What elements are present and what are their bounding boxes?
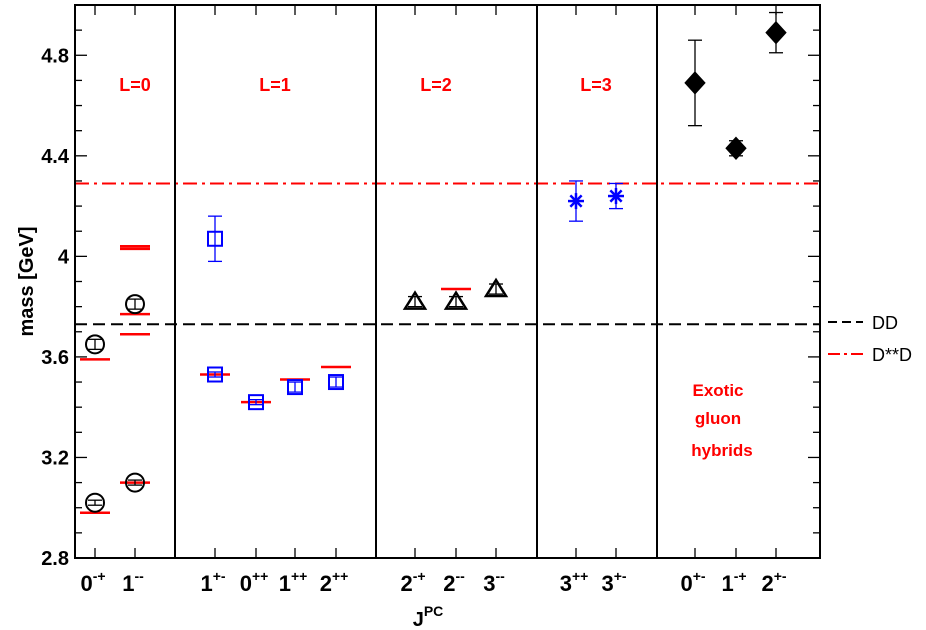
x-category-sup: ++ <box>332 568 348 584</box>
x-category-label: 2-+ <box>400 568 425 596</box>
x-category-sup: +- <box>774 568 787 584</box>
x-category-sup: ++ <box>291 568 307 584</box>
square-marker <box>207 230 223 247</box>
x-category-base: 3 <box>560 571 572 596</box>
x-category-sup: -- <box>495 568 505 584</box>
x-category-sup: -- <box>134 568 144 584</box>
diamond-marker <box>684 71 706 95</box>
legend-label: DD <box>872 313 898 333</box>
triangle-marker-shape <box>402 290 428 310</box>
region-label: L=2 <box>420 75 452 95</box>
y-tick-label: 4.4 <box>41 146 70 168</box>
y-axis-title: mass [GeV] <box>16 226 38 336</box>
x-axis-title-base: J <box>413 609 424 630</box>
square-marker-shape <box>328 374 344 391</box>
x-category-sup: -- <box>455 568 465 584</box>
square-marker-shape <box>287 379 303 396</box>
star-marker <box>608 188 624 205</box>
triangle-marker <box>402 290 428 310</box>
region-label: L=1 <box>259 75 291 95</box>
x-category-base: 1 <box>721 571 733 596</box>
x-category-sup: ++ <box>572 568 588 584</box>
x-category-label: 0+- <box>680 568 705 596</box>
x-category-base: 2 <box>443 571 455 596</box>
circle-marker-shape <box>85 334 105 355</box>
diamond-marker-shape <box>725 136 747 161</box>
x-category-base: 3 <box>601 571 613 596</box>
plot-frame <box>74 4 821 559</box>
x-axis-title-sup: PC <box>424 603 443 619</box>
square-marker-shape <box>207 366 223 383</box>
exotic-hybrids-note: hybrids <box>691 441 752 460</box>
x-category-base: 2 <box>400 571 412 596</box>
x-category-base: 0 <box>680 571 692 596</box>
triangle-marker <box>443 290 469 310</box>
x-category-base: 1 <box>200 571 212 596</box>
star-marker-stroke <box>569 194 583 208</box>
square-marker-shape <box>248 394 264 411</box>
x-category-sup: -+ <box>413 568 426 584</box>
circle-marker-shape <box>85 492 105 513</box>
circle-marker <box>125 294 145 315</box>
star-marker-stroke <box>609 189 623 203</box>
region-label: L=0 <box>119 75 151 95</box>
x-category-label: 1-+ <box>721 568 746 596</box>
x-category-base: 1 <box>122 571 134 596</box>
x-category-base: 3 <box>483 571 495 596</box>
circle-marker-shape <box>125 472 145 493</box>
exotic-hybrids-note: Exotic <box>692 381 743 400</box>
x-category-label: 2++ <box>320 568 349 596</box>
x-category-base: 2 <box>761 571 773 596</box>
x-category-label: 2+- <box>761 568 786 596</box>
diamond-marker-shape <box>684 71 706 95</box>
x-category-sup: +- <box>693 568 706 584</box>
x-category-base: 2 <box>320 571 332 596</box>
square-marker <box>248 394 264 411</box>
x-category-sup: -+ <box>734 568 747 584</box>
x-category-base: 1 <box>279 571 291 596</box>
x-category-base: 0 <box>80 571 92 596</box>
exotic-hybrids-note: gluon <box>695 409 741 428</box>
x-category-label: 0-+ <box>80 568 105 596</box>
circle-marker <box>125 472 145 493</box>
diamond-marker <box>725 136 747 161</box>
x-category-label: 1+- <box>200 568 225 596</box>
triangle-marker <box>483 277 509 298</box>
x-category-label: 3-- <box>483 568 505 596</box>
circle-marker <box>85 334 105 355</box>
y-tick-label: 4.8 <box>41 45 69 67</box>
star-marker <box>568 193 584 210</box>
triangle-marker-shape <box>483 277 509 298</box>
circle-marker-shape <box>125 294 145 315</box>
x-category-label: 3+- <box>601 568 626 596</box>
x-category-label: 2-- <box>443 568 465 596</box>
x-category-label: 0++ <box>240 568 269 596</box>
x-category-label: 1++ <box>279 568 308 596</box>
square-marker <box>207 366 223 383</box>
square-marker-shape <box>207 230 223 247</box>
x-category-sup: +- <box>614 568 627 584</box>
x-category-base: 0 <box>240 571 252 596</box>
circle-marker <box>85 492 105 513</box>
diamond-marker <box>765 20 787 45</box>
x-axis-title: JPC <box>413 603 444 630</box>
x-category-sup: -+ <box>93 568 106 584</box>
y-tick-label: 2.8 <box>41 548 69 570</box>
diamond-marker-shape <box>765 20 787 45</box>
square-marker <box>328 374 344 391</box>
legend-label: D**D <box>872 345 912 365</box>
x-category-label: 1-- <box>122 568 144 596</box>
y-tick-label: 3.2 <box>41 447 69 469</box>
x-category-sup: +- <box>213 568 226 584</box>
x-category-label: 3++ <box>560 568 589 596</box>
triangle-marker-shape <box>443 290 469 310</box>
square-marker <box>287 379 303 396</box>
y-tick-label: 3.6 <box>41 347 69 369</box>
legend: DD D**D <box>828 313 912 365</box>
region-label: L=3 <box>580 75 612 95</box>
y-tick-label: 4 <box>58 246 70 268</box>
x-category-sup: ++ <box>252 568 268 584</box>
